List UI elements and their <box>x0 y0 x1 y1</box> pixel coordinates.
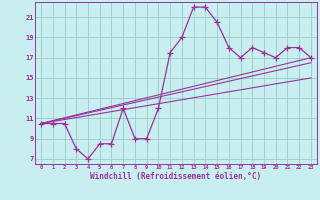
X-axis label: Windchill (Refroidissement éolien,°C): Windchill (Refroidissement éolien,°C) <box>91 172 261 181</box>
